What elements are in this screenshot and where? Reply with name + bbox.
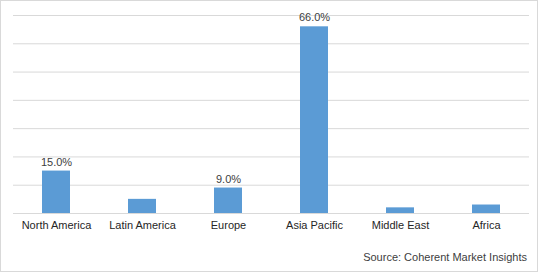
svg-text:15.0%: 15.0% xyxy=(41,156,72,168)
svg-text:66.0%: 66.0% xyxy=(299,11,330,23)
svg-text:North America: North America xyxy=(22,219,93,231)
svg-text:9.0%: 9.0% xyxy=(216,173,241,185)
svg-text:Middle East: Middle East xyxy=(372,219,429,231)
svg-text:Europe: Europe xyxy=(211,219,246,231)
svg-text:Asia Pacific: Asia Pacific xyxy=(286,219,343,231)
svg-text:Latin America: Latin America xyxy=(109,219,177,231)
svg-text:Africa: Africa xyxy=(472,219,501,231)
html-text:Source: Coherent Market Insigh: Source: Coherent Market Insights xyxy=(363,251,527,263)
